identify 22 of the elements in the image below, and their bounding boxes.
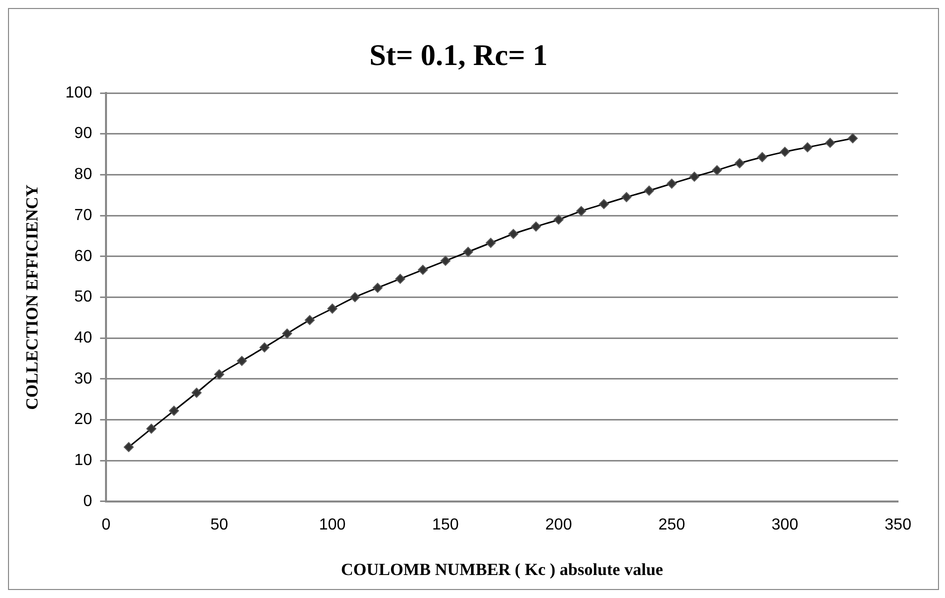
y-axis-title: COLLECTION EFFICIENCY	[22, 184, 42, 410]
y-tick-label: 80	[74, 166, 92, 184]
x-tick-label: 250	[658, 516, 686, 534]
y-tick-label: 50	[74, 288, 92, 306]
y-tick-label: 60	[74, 248, 92, 265]
y-tick-label: 20	[74, 411, 92, 428]
x-axis-title: COULOMB NUMBER ( Kc ) absolute value	[341, 560, 664, 580]
y-tick-label: 90	[74, 125, 92, 142]
y-tick-label: 40	[74, 329, 92, 346]
x-tick-label: 300	[772, 516, 798, 534]
y-tick-label: 100	[65, 84, 92, 102]
x-tick-label: 200	[545, 516, 572, 534]
x-tick-label: 100	[319, 516, 346, 534]
x-tick-label: 50	[210, 516, 228, 534]
y-tick-label: 30	[74, 370, 92, 388]
y-tick-label: 0	[83, 492, 92, 510]
x-tick-label: 150	[432, 516, 459, 534]
y-tick-label: 70	[74, 206, 92, 224]
y-tick-label: 10	[74, 452, 92, 469]
x-tick-label: 350	[884, 516, 912, 534]
x-tick-label: 0	[102, 516, 111, 534]
chart-title: St= 0.1, Rc= 1	[369, 38, 548, 72]
